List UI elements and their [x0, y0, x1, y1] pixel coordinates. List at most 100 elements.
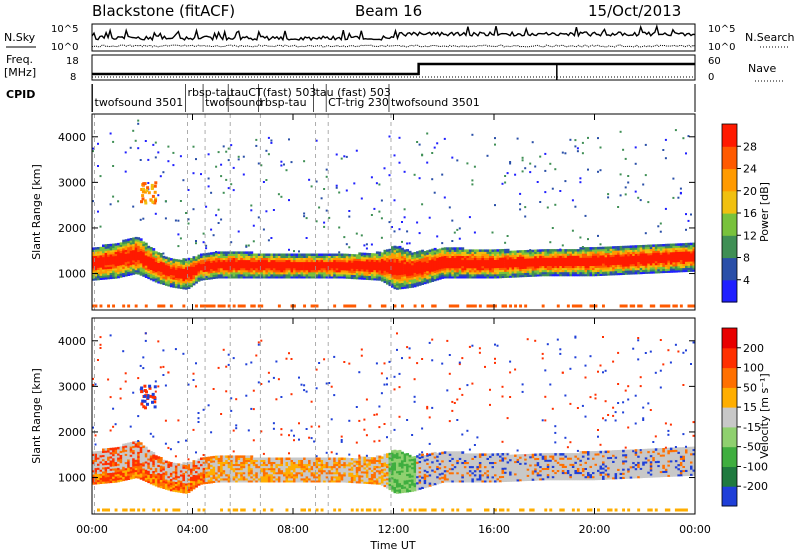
ground-scatter — [130, 509, 133, 512]
data-cell — [579, 247, 582, 250]
scatter-point — [522, 159, 524, 161]
scatter-point — [685, 152, 687, 154]
scatter-point — [167, 160, 169, 162]
scatter-point — [167, 371, 169, 373]
scatter-point — [544, 170, 546, 172]
scatter-point — [112, 196, 114, 198]
scatter-point — [228, 187, 230, 189]
scatter-point — [142, 356, 144, 358]
echo-cluster-cell — [151, 187, 154, 190]
scatter-point — [265, 179, 267, 181]
scatter-point — [456, 159, 458, 161]
noise-tick-right-bottom: 10^0 — [708, 42, 735, 53]
scatter-point — [466, 162, 468, 164]
scatter-point — [532, 141, 534, 143]
scatter-point — [233, 357, 235, 359]
scatter-point — [494, 137, 496, 139]
data-cell — [248, 251, 251, 254]
scatter-point — [162, 253, 164, 255]
ground-scatter — [137, 509, 140, 512]
scatter-point — [640, 199, 642, 201]
scatter-point — [147, 182, 149, 184]
data-cell — [115, 243, 118, 246]
data-cell — [539, 249, 542, 252]
data-cell — [150, 451, 153, 454]
ground-scatter — [115, 509, 118, 512]
data-cell — [200, 254, 203, 257]
scatter-point — [323, 226, 325, 228]
data-cell — [592, 247, 595, 250]
ground-scatter — [451, 305, 454, 308]
scatter-point — [198, 412, 200, 414]
scatter-point — [522, 157, 524, 159]
data-cell — [562, 249, 565, 252]
data-cell — [499, 249, 502, 252]
colorbar-swatch — [722, 169, 737, 192]
scatter-point — [680, 188, 682, 190]
data-cell — [255, 254, 258, 257]
noise-traces — [92, 26, 695, 47]
scatter-point — [343, 236, 345, 238]
noise-tick-left-top: 10^5 — [51, 24, 78, 35]
scatter-point — [288, 138, 290, 140]
data-cell — [127, 239, 130, 242]
data-cell — [416, 251, 419, 254]
scatter-point — [529, 171, 531, 173]
scatter-point — [662, 149, 664, 151]
scatter-point — [434, 192, 436, 194]
data-cell — [341, 254, 344, 257]
data-cell — [182, 462, 185, 465]
scatter-point — [381, 200, 383, 202]
scatter-point — [471, 183, 473, 185]
scatter-point — [180, 155, 182, 157]
data-cell — [286, 254, 289, 257]
ground-scatter — [474, 305, 477, 308]
data-cell — [615, 246, 618, 249]
scatter-point — [642, 184, 644, 186]
scatter-point — [431, 178, 433, 180]
ground-scatter — [220, 509, 223, 512]
ground-scatter — [675, 305, 678, 308]
scatter-point — [426, 133, 428, 135]
data-cell — [193, 460, 196, 463]
data-cell — [504, 249, 507, 252]
scatter-point — [218, 222, 220, 224]
scatter-point — [120, 397, 122, 399]
scatter-point — [238, 231, 240, 233]
station-title: Blackstone (fitACF) — [92, 2, 235, 20]
data-cell — [107, 448, 110, 451]
data-cell — [376, 251, 379, 254]
scatter-point — [283, 164, 285, 166]
scatter-point — [125, 151, 127, 153]
scatter-point — [554, 168, 556, 170]
scatter-point — [384, 167, 386, 169]
scatter-point — [110, 396, 112, 398]
data-cell — [670, 244, 673, 247]
scatter-point — [152, 144, 154, 146]
data-cell — [607, 247, 610, 250]
echo-cluster-cell — [146, 186, 149, 189]
data-cell — [120, 446, 123, 449]
data-cell — [311, 254, 314, 257]
ground-scatter — [198, 509, 201, 512]
ground-scatter — [454, 305, 457, 308]
ground-scatter — [504, 305, 507, 308]
data-cell — [238, 455, 241, 458]
data-cell — [414, 252, 417, 255]
data-cell — [419, 250, 422, 253]
scatter-point — [177, 245, 179, 247]
scatter-point — [389, 174, 391, 176]
data-cell — [238, 251, 241, 254]
data-cell — [399, 246, 402, 249]
data-cell — [690, 243, 693, 246]
scatter-point — [97, 211, 99, 213]
ground-scatter — [240, 305, 243, 308]
scatter-point — [180, 237, 182, 239]
ground-scatter — [590, 305, 593, 308]
ground-scatter — [122, 509, 125, 512]
scatter-point — [223, 349, 225, 351]
data-cell — [605, 247, 608, 250]
scatter-point — [597, 137, 599, 139]
scatter-point — [471, 134, 473, 136]
